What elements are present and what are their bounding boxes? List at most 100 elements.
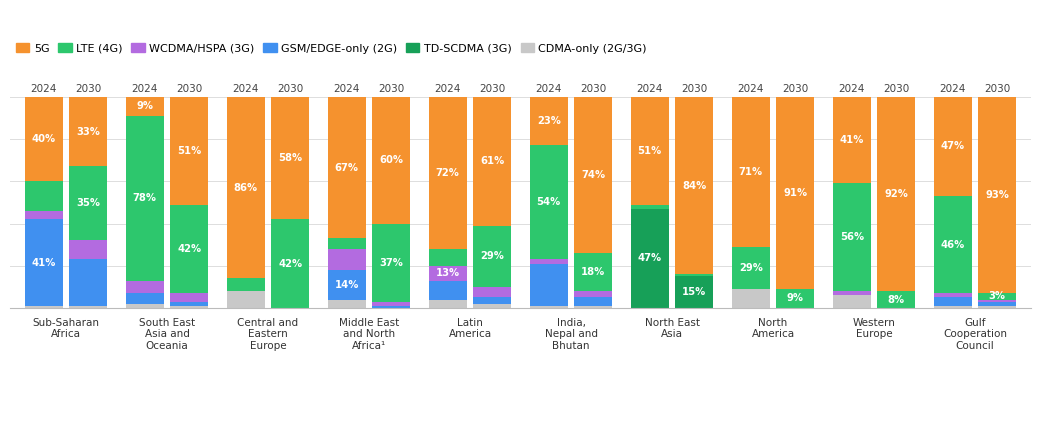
Legend: 5G, LTE (4G), WCDMA/HSPA (3G), GSM/EDGE-only (2G), TD-SCDMA (3G), CDMA-only (2G/: 5G, LTE (4G), WCDMA/HSPA (3G), GSM/EDGE-… — [16, 43, 646, 54]
Text: Latin
America: Latin America — [449, 318, 491, 339]
Bar — [170, 306, 208, 308]
Text: 61%: 61% — [480, 156, 504, 166]
Bar — [126, 304, 163, 308]
Bar — [170, 293, 208, 302]
Text: 13%: 13% — [436, 268, 460, 278]
Bar — [473, 226, 511, 287]
Text: 42%: 42% — [177, 244, 201, 254]
Bar — [126, 116, 163, 281]
Text: Gulf
Cooperation
Council: Gulf Cooperation Council — [943, 318, 1007, 351]
Text: 47%: 47% — [941, 141, 965, 151]
Text: 92%: 92% — [884, 189, 908, 199]
Bar — [473, 97, 511, 226]
Text: 86%: 86% — [233, 183, 258, 193]
Text: 9%: 9% — [136, 101, 153, 111]
Text: 23%: 23% — [537, 116, 561, 126]
Bar — [328, 300, 366, 308]
Text: 41%: 41% — [840, 135, 864, 145]
Bar — [429, 266, 467, 281]
Bar — [25, 219, 62, 306]
Text: 71%: 71% — [739, 167, 763, 177]
Bar — [530, 264, 568, 306]
Bar — [934, 196, 972, 293]
Bar — [979, 293, 1016, 300]
Text: 74%: 74% — [581, 170, 605, 180]
Bar — [372, 306, 410, 308]
Bar — [328, 270, 366, 300]
Text: 14%: 14% — [334, 280, 359, 290]
Bar — [732, 97, 770, 247]
Bar — [69, 97, 107, 166]
Text: 33%: 33% — [76, 127, 100, 137]
Bar — [170, 97, 208, 205]
Bar — [328, 238, 366, 249]
Text: 40%: 40% — [31, 134, 56, 144]
Text: 37%: 37% — [379, 257, 403, 268]
Text: Western
Europe: Western Europe — [853, 318, 895, 339]
Text: South East
Asia and
Oceania: South East Asia and Oceania — [138, 318, 195, 351]
Bar — [530, 306, 568, 308]
Text: 35%: 35% — [76, 198, 100, 209]
Bar — [170, 302, 208, 306]
Bar — [631, 209, 669, 308]
Bar — [69, 306, 107, 308]
Text: Middle East
and North
Africa¹: Middle East and North Africa¹ — [339, 318, 399, 351]
Text: Sub-Saharan
Africa: Sub-Saharan Africa — [32, 318, 100, 339]
Bar — [979, 97, 1016, 293]
Text: 67%: 67% — [335, 162, 359, 172]
Text: North
America: North America — [752, 318, 794, 339]
Bar — [429, 97, 467, 249]
Bar — [126, 97, 163, 116]
Text: 91%: 91% — [783, 188, 808, 198]
Bar — [69, 240, 107, 260]
Text: 46%: 46% — [941, 240, 965, 249]
Bar — [429, 281, 467, 300]
Bar — [328, 97, 366, 238]
Bar — [878, 97, 915, 291]
Bar — [833, 183, 871, 291]
Bar — [25, 181, 62, 211]
Bar — [25, 211, 62, 219]
Bar — [732, 289, 770, 308]
Text: 54%: 54% — [537, 198, 561, 207]
Text: 84%: 84% — [682, 180, 707, 191]
Bar — [732, 247, 770, 289]
Text: 51%: 51% — [638, 146, 662, 156]
Bar — [631, 97, 669, 205]
Bar — [675, 97, 713, 274]
Bar — [429, 300, 467, 308]
Text: 41%: 41% — [31, 257, 56, 268]
Text: 51%: 51% — [177, 146, 201, 156]
Bar — [126, 293, 163, 304]
Bar — [833, 295, 871, 308]
Bar — [530, 260, 568, 264]
Bar — [271, 97, 309, 219]
Bar — [776, 289, 814, 308]
Text: 18%: 18% — [581, 267, 606, 277]
Bar — [574, 97, 612, 253]
Bar — [69, 166, 107, 240]
Bar — [934, 293, 972, 297]
Bar — [979, 302, 1016, 306]
Text: 47%: 47% — [638, 253, 662, 264]
Bar — [372, 224, 410, 302]
Bar — [934, 297, 972, 306]
Bar — [473, 297, 511, 304]
Text: 78%: 78% — [133, 193, 157, 203]
Bar — [833, 291, 871, 295]
Text: 3%: 3% — [989, 291, 1006, 301]
Bar — [227, 279, 265, 291]
Bar — [574, 291, 612, 297]
Bar — [25, 97, 62, 181]
Bar — [631, 205, 669, 209]
Bar — [574, 306, 612, 308]
Text: 56%: 56% — [840, 232, 864, 242]
Text: 29%: 29% — [739, 263, 763, 273]
Bar — [574, 253, 612, 291]
Bar — [271, 219, 309, 308]
Bar — [530, 145, 568, 260]
Text: 29%: 29% — [480, 251, 504, 261]
Text: Central and
Eastern
Europe: Central and Eastern Europe — [237, 318, 299, 351]
Bar — [776, 97, 814, 289]
Bar — [473, 287, 511, 297]
